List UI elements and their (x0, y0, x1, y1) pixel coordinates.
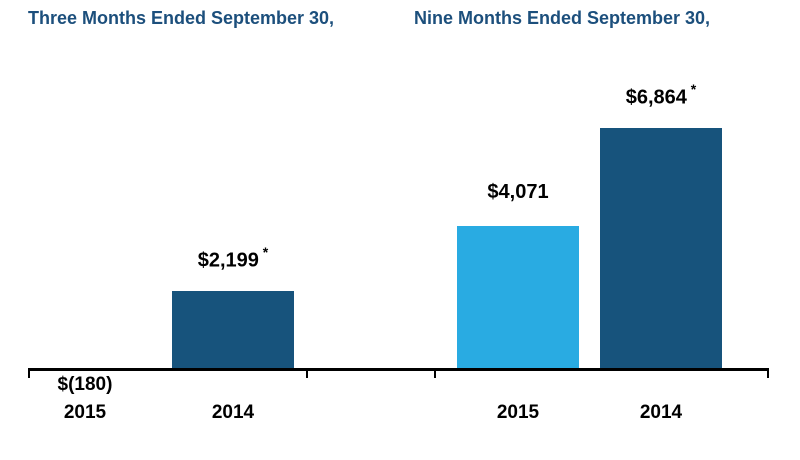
value-label-nine-months-2015: $4,071 (487, 181, 549, 203)
value-label-nine-months-2014: $6,864 * (625, 81, 697, 109)
category-label-three-months-2015: 2015 (63, 402, 107, 423)
group-header-three-months: Three Months Ended September 30, (28, 8, 335, 28)
x-axis-tick (767, 368, 769, 378)
asterisk-footnote-marker: * (686, 81, 697, 97)
value-label-three-months-2015: $(180) (57, 374, 113, 395)
bar-nine-months-2014 (600, 128, 722, 368)
bar-nine-months-2015 (457, 226, 579, 368)
category-label-nine-months-2015: 2015 (496, 402, 540, 423)
category-label-three-months-2014: 2014 (211, 402, 255, 423)
x-axis-tick (306, 368, 308, 378)
group-header-nine-months: Nine Months Ended September 30, (414, 8, 711, 28)
x-axis-tick (28, 368, 30, 378)
bar-three-months-2014 (172, 291, 294, 368)
x-axis-line (28, 368, 769, 371)
value-label-three-months-2014: $2,199 * (197, 244, 269, 272)
category-label-nine-months-2014: 2014 (639, 402, 683, 423)
asterisk-footnote-marker: * (258, 244, 269, 260)
x-axis-tick (434, 368, 436, 378)
